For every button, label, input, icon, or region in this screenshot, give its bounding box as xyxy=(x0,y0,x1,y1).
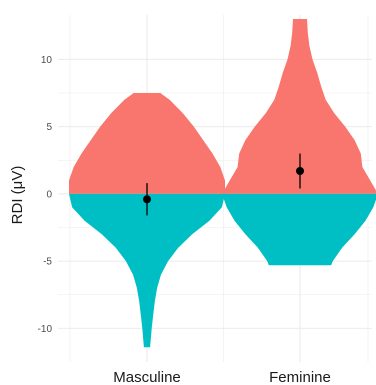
violin-lower-half xyxy=(69,193,225,348)
mean-points xyxy=(143,153,304,216)
mean-point xyxy=(296,167,304,176)
y-tick-label: -10 xyxy=(38,324,53,335)
y-tick-label: 5 xyxy=(46,122,52,133)
y-axis-ticks: -10 -5 0 5 10 xyxy=(38,55,53,335)
mean-point xyxy=(143,195,151,204)
x-category-label: Feminine xyxy=(269,369,331,385)
violin-lower-half xyxy=(222,193,376,266)
y-axis-title: RDI (μV) xyxy=(9,166,26,225)
x-category-label: Masculine xyxy=(113,369,181,385)
y-tick-label: 0 xyxy=(46,189,52,200)
violin-upper-half xyxy=(69,93,225,194)
y-tick-label: -5 xyxy=(43,257,52,268)
violin-upper-half xyxy=(222,19,376,194)
y-tick-label: 10 xyxy=(41,55,53,66)
x-axis-categories: Masculine Feminine xyxy=(113,369,331,385)
violins xyxy=(69,19,376,348)
